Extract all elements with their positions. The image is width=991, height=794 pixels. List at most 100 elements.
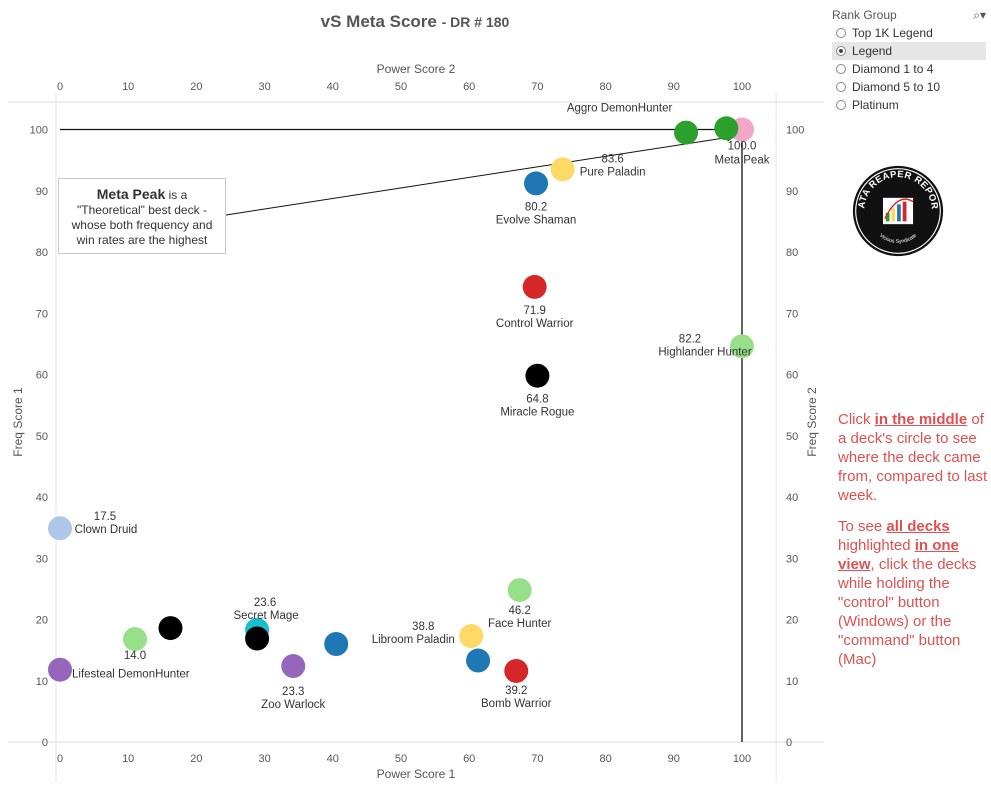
deck-point[interactable] <box>466 648 491 673</box>
deck-point[interactable] <box>281 654 306 679</box>
instruction-text: of a deck's circle to see where the deck… <box>838 411 988 504</box>
deck-point[interactable] <box>324 632 349 656</box>
filter-title: Rank Group <box>832 8 897 22</box>
rank-option[interactable]: Platinum <box>832 96 986 114</box>
deck-score-label: 46.2 <box>508 605 530 617</box>
radio-unchecked-icon[interactable] <box>836 82 846 92</box>
deck-name-label: Zoo Warlock <box>261 699 325 711</box>
instruction-text: highlighted <box>838 537 915 554</box>
y-left-tick-label: 50 <box>36 431 48 443</box>
rank-option[interactable]: Diamond 1 to 4 <box>832 60 986 78</box>
chart-title-main: vS Meta Score <box>320 12 437 31</box>
x-top-tick-label: 40 <box>327 81 339 93</box>
x-bottom-tick-label: 70 <box>531 753 543 765</box>
instruction-emphasis: all decks <box>886 518 950 535</box>
x-bottom-tick-label: 90 <box>668 753 680 765</box>
annotation-line4: win rates are the highest <box>76 233 208 247</box>
instructions-paragraph-1: Click in the middle of a deck's circle t… <box>838 410 988 505</box>
x-top-tick-label: 60 <box>463 81 475 93</box>
search-icon[interactable]: ⌕▾ <box>973 7 986 22</box>
deck-point[interactable] <box>507 578 532 603</box>
rank-group-filter: Rank Group ⌕▾ Top 1K Legend Legend Diamond… <box>832 6 986 114</box>
instructions-paragraph-2: To see all decks highlighted in one view… <box>838 517 988 669</box>
y-left-tick-label: 80 <box>36 247 48 259</box>
meta-peak-annotation: Meta Peak is a "Theoretical" best deck -… <box>58 178 226 254</box>
x-bottom-tick-label: 40 <box>327 753 339 765</box>
instruction-text: To see <box>838 518 887 535</box>
y-right-tick-label: 90 <box>786 186 798 198</box>
deck-name-label: Libroom Paladin <box>372 634 455 646</box>
rank-option-label: Diamond 5 to 10 <box>852 80 941 94</box>
deck-score-label: 80.2 <box>525 201 547 213</box>
rank-option[interactable]: Legend <box>832 42 986 60</box>
deck-point[interactable] <box>714 116 739 141</box>
scatter-plot: 0010102020303040405050606070708080909010… <box>8 62 824 782</box>
y-left-tick-label: 20 <box>36 615 48 627</box>
y2-axis-label: Freq Score 2 <box>805 387 819 457</box>
y-right-tick-label: 50 <box>786 431 798 443</box>
rank-option-label: Top 1K Legend <box>852 26 933 40</box>
deck-score-label: 39.2 <box>505 685 527 697</box>
deck-name-label: Pure Paladin <box>580 166 646 178</box>
annotation-arrow <box>225 133 735 216</box>
x-bottom-tick-label: 60 <box>463 753 475 765</box>
chart-title-sub: - DR # 180 <box>441 14 510 30</box>
deck-point[interactable] <box>730 334 754 359</box>
x-bottom-tick-label: 50 <box>395 753 407 765</box>
deck-name-label: Control Warrior <box>496 318 574 330</box>
deck-name-label: Bomb Warrior <box>481 698 552 710</box>
deck-score-label: 82.2 <box>679 333 701 345</box>
x-axis-label: Power Score 1 <box>377 767 456 781</box>
deck-name-label: Highlander Hunter <box>658 346 752 358</box>
y-left-tick-label: 90 <box>36 186 48 198</box>
rank-option[interactable]: Diamond 5 to 10 <box>832 78 986 96</box>
data-reaper-report-logo: DATA REAPER REPORT Vicious Syndicate <box>851 164 944 257</box>
deck-point[interactable] <box>48 516 72 541</box>
x2-axis-label: Power Score 2 <box>377 62 456 76</box>
deck-point[interactable] <box>245 626 270 651</box>
y-right-tick-label: 40 <box>786 492 798 504</box>
deck-point[interactable] <box>525 363 550 388</box>
radio-unchecked-icon[interactable] <box>836 28 846 38</box>
y-left-tick-label: 0 <box>42 737 48 749</box>
x-bottom-tick-label: 80 <box>599 753 611 765</box>
x-top-tick-label: 30 <box>258 81 270 93</box>
deck-point[interactable] <box>123 627 148 652</box>
deck-point[interactable] <box>674 120 699 145</box>
deck-point[interactable] <box>550 157 575 182</box>
deck-score-label: 64.8 <box>526 394 548 406</box>
deck-name-label: Lifesteal DemonHunter <box>72 669 190 681</box>
deck-point[interactable] <box>158 616 183 641</box>
deck-point[interactable] <box>504 658 529 683</box>
annotation-bold: Meta Peak <box>96 186 166 202</box>
instructions: Click in the middle of a deck's circle t… <box>838 410 988 681</box>
radio-unchecked-icon[interactable] <box>836 100 846 110</box>
rank-option[interactable]: Top 1K Legend <box>832 24 986 42</box>
instruction-emphasis: in the middle <box>874 411 968 428</box>
filter-header: Rank Group ⌕▾ <box>832 6 986 24</box>
y-left-tick-label: 70 <box>36 308 48 320</box>
annotation-line3: whose both frequency and <box>71 218 213 232</box>
y-left-tick-label: 100 <box>30 125 48 137</box>
chart-title: vS Meta Score - DR # 180 <box>0 12 830 32</box>
y-left-tick-label: 60 <box>36 370 48 382</box>
deck-score-label: 71.9 <box>523 305 545 317</box>
x-top-tick-label: 90 <box>668 81 680 93</box>
x-bottom-tick-label: 10 <box>122 753 134 765</box>
deck-score-label: 83.6 <box>601 153 623 165</box>
deck-point[interactable] <box>48 657 72 682</box>
deck-point[interactable] <box>522 274 547 299</box>
deck-name-label: Face Hunter <box>488 618 551 630</box>
x-top-tick-label: 0 <box>57 81 63 93</box>
y-right-tick-label: 20 <box>786 615 798 627</box>
x-top-tick-label: 100 <box>733 81 751 93</box>
x-bottom-tick-label: 20 <box>190 753 202 765</box>
radio-unchecked-icon[interactable] <box>836 64 846 74</box>
deck-point[interactable] <box>524 171 549 196</box>
x-top-tick-label: 50 <box>395 81 407 93</box>
deck-point[interactable] <box>459 624 484 649</box>
x-bottom-tick-label: 100 <box>733 753 751 765</box>
deck-score-label: 23.6 <box>254 597 276 609</box>
radio-checked-icon[interactable] <box>836 46 846 56</box>
y-left-tick-label: 40 <box>36 492 48 504</box>
